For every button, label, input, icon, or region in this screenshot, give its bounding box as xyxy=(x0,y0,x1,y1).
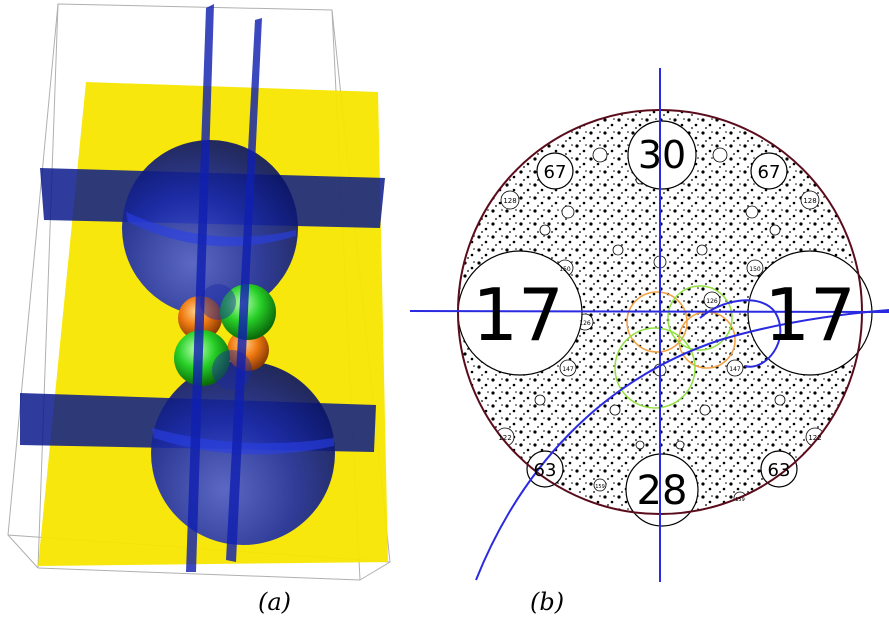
small-label: 159 xyxy=(735,497,745,503)
circle-top xyxy=(627,120,697,190)
circle-lower-right xyxy=(760,450,798,488)
circle-lower-left xyxy=(526,450,564,488)
orange-ring-left xyxy=(626,291,688,353)
label-upper-left: 67 xyxy=(544,162,567,183)
green-ring-upper xyxy=(667,285,733,351)
circle-right xyxy=(747,250,873,376)
small-label: 128 xyxy=(503,197,516,205)
small-label: 126 xyxy=(579,320,591,327)
circle-upper-right xyxy=(750,152,788,190)
blue-curve-loop xyxy=(699,299,782,368)
circle-bottom xyxy=(625,453,699,527)
small-label: 150 xyxy=(749,266,761,273)
vertical-plane-right xyxy=(226,18,262,562)
vertical-plane-left xyxy=(186,4,214,572)
circle-upper-left xyxy=(536,152,574,190)
label-top: 30 xyxy=(638,133,686,177)
panel-a-3d-view xyxy=(7,3,391,581)
small-label: 122 xyxy=(808,434,821,442)
small-label: 147 xyxy=(729,366,741,373)
green-sphere-upper xyxy=(220,284,276,340)
upper-sphere-cut xyxy=(126,212,296,247)
small-label: 147 xyxy=(562,366,574,373)
panel-b-circle-packing: 30 28 17 17 67 67 63 63 128 128 150 150 … xyxy=(409,68,889,582)
small-label: 159 xyxy=(595,484,605,490)
small-label: 128 xyxy=(803,197,816,205)
green-ring-lower xyxy=(614,327,696,409)
small-label: 122 xyxy=(498,434,511,442)
label-bottom: 28 xyxy=(637,468,688,514)
label-lower-left: 63 xyxy=(534,460,557,481)
axes-and-curves xyxy=(409,68,889,582)
label-upper-right: 67 xyxy=(758,162,781,183)
blue-curve-long xyxy=(475,309,889,581)
label-lower-right: 63 xyxy=(768,460,791,481)
small-label: 150 xyxy=(559,266,571,273)
labelled-circles xyxy=(457,120,873,527)
circle-number-labels: 30 28 17 17 67 67 63 63 128 128 150 150 … xyxy=(472,133,856,514)
label-left: 17 xyxy=(472,273,564,357)
small-label: 126 xyxy=(706,298,718,305)
blue-sphere-shadow-lower xyxy=(212,350,252,390)
panel-a-label: (a) xyxy=(258,588,292,616)
blue-sphere-shadow-upper xyxy=(200,284,236,320)
horizontal-axis xyxy=(409,310,889,313)
label-right: 17 xyxy=(764,273,856,357)
panel-b-label: (b) xyxy=(530,588,565,616)
